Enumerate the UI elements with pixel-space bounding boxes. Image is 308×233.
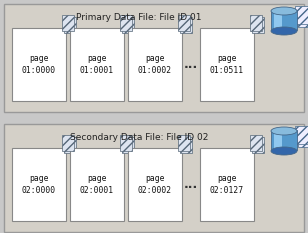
Bar <box>250 15 262 31</box>
Ellipse shape <box>271 7 297 15</box>
Text: page
02:0002: page 02:0002 <box>138 174 172 195</box>
Ellipse shape <box>271 127 297 135</box>
Text: ...: ... <box>184 178 198 191</box>
Bar <box>200 148 254 221</box>
Ellipse shape <box>271 27 297 35</box>
Bar <box>62 15 74 31</box>
Bar <box>178 15 190 31</box>
Bar <box>250 135 262 151</box>
Bar <box>70 28 124 101</box>
Bar <box>200 28 254 101</box>
Bar <box>180 137 192 153</box>
Bar <box>12 148 66 221</box>
Text: page
01:0000: page 01:0000 <box>22 54 56 75</box>
Bar <box>295 126 308 144</box>
Bar <box>178 135 190 151</box>
Text: page
01:0001: page 01:0001 <box>80 54 114 75</box>
Bar <box>70 148 124 221</box>
Text: Primary Data File: File ID 01: Primary Data File: File ID 01 <box>76 14 202 23</box>
Bar <box>64 17 76 33</box>
Bar <box>122 137 134 153</box>
Text: page
01:0002: page 01:0002 <box>138 54 172 75</box>
Text: page
02:0001: page 02:0001 <box>80 174 114 195</box>
Bar <box>128 148 182 221</box>
Bar <box>64 137 76 153</box>
Bar <box>298 129 308 147</box>
Bar <box>252 137 264 153</box>
Bar <box>274 11 282 29</box>
Bar <box>252 17 264 33</box>
Bar <box>120 135 132 151</box>
Bar <box>295 6 308 24</box>
Bar <box>4 124 304 232</box>
Text: page
01:0511: page 01:0511 <box>210 54 244 75</box>
Bar <box>62 135 74 151</box>
Text: Secondary Data File: File ID 02: Secondary Data File: File ID 02 <box>70 134 208 143</box>
Bar <box>180 17 192 33</box>
Bar <box>4 4 304 112</box>
Bar <box>128 28 182 101</box>
Text: ...: ... <box>184 58 198 71</box>
Bar <box>120 15 132 31</box>
Ellipse shape <box>271 147 297 155</box>
Bar <box>271 130 297 150</box>
Bar <box>271 10 297 30</box>
Bar <box>12 28 66 101</box>
Bar <box>122 17 134 33</box>
Bar <box>274 131 282 149</box>
Bar <box>298 9 308 27</box>
Text: page
02:0000: page 02:0000 <box>22 174 56 195</box>
Text: page
02:0127: page 02:0127 <box>210 174 244 195</box>
